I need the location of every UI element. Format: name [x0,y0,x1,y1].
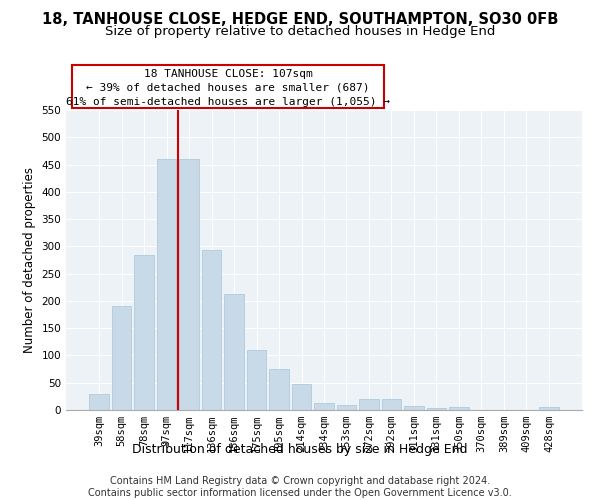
Bar [404,406,424,410]
Bar [314,404,334,410]
Text: Size of property relative to detached houses in Hedge End: Size of property relative to detached ho… [105,25,495,38]
Y-axis label: Number of detached properties: Number of detached properties [23,167,36,353]
Bar [337,404,356,410]
Text: Contains HM Land Registry data © Crown copyright and database right 2024.
Contai: Contains HM Land Registry data © Crown c… [88,476,512,498]
Bar [134,254,154,410]
Bar [157,159,176,410]
Bar [202,250,221,410]
Bar [89,394,109,410]
Text: 18 TANHOUSE CLOSE: 107sqm
← 39% of detached houses are smaller (687)
61% of semi: 18 TANHOUSE CLOSE: 107sqm ← 39% of detac… [66,69,390,107]
Text: 18, TANHOUSE CLOSE, HEDGE END, SOUTHAMPTON, SO30 0FB: 18, TANHOUSE CLOSE, HEDGE END, SOUTHAMPT… [42,12,558,28]
Bar [179,159,199,410]
Bar [112,306,131,410]
Bar [539,408,559,410]
Text: Distribution of detached houses by size in Hedge End: Distribution of detached houses by size … [132,442,468,456]
Bar [427,408,446,410]
Bar [247,350,266,410]
Bar [292,384,311,410]
Bar [224,294,244,410]
Bar [269,369,289,410]
Bar [359,399,379,410]
Bar [382,399,401,410]
Bar [449,408,469,410]
